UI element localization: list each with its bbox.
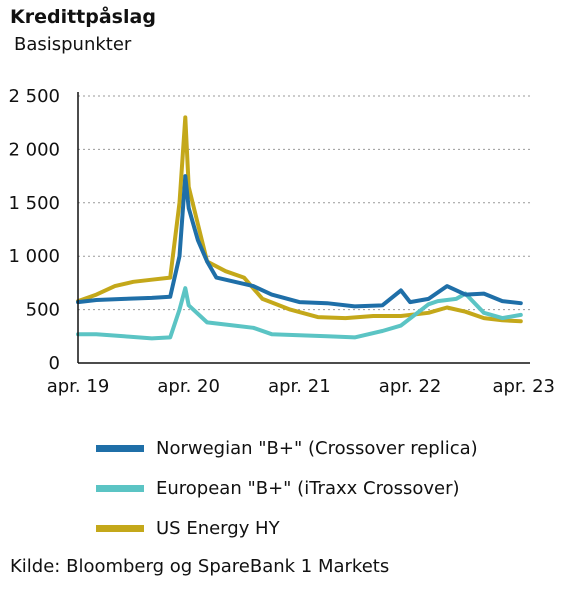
legend-item-us-energy: US Energy HY (96, 508, 478, 548)
series-line-0 (76, 174, 523, 309)
y-tick-label: 2 500 (8, 86, 60, 107)
x-tick-label: apr. 20 (157, 376, 220, 397)
x-axis-ticks: apr. 19 apr. 20 apr. 21 apr. 22 apr. 23 (47, 376, 555, 397)
x-tick-label: apr. 23 (492, 376, 555, 397)
legend-item-norwegian: Norwegian "B+" (Crossover replica) (96, 428, 478, 468)
legend-swatch-european (96, 484, 144, 492)
y-tick-label: 2 000 (8, 139, 60, 160)
y-axis-ticks: 0 500 1 000 1 500 2 000 2 500 (8, 86, 60, 374)
series-lines (76, 115, 523, 341)
legend-label-norwegian: Norwegian "B+" (Crossover replica) (156, 437, 478, 459)
legend-swatch-norwegian (96, 444, 144, 452)
legend-item-european: European "B+" (iTraxx Crossover) (96, 468, 478, 508)
y-tick-label: 500 (26, 300, 60, 321)
series-line-1 (76, 286, 523, 341)
x-tick-label: apr. 21 (268, 376, 331, 397)
chart-title: Kredittpåslag (10, 6, 156, 28)
x-tick-label: apr. 19 (47, 376, 110, 397)
legend-label-european: European "B+" (iTraxx Crossover) (156, 477, 460, 499)
source-note: Kilde: Bloomberg og SpareBank 1 Markets (10, 556, 390, 577)
y-tick-label: 1 500 (8, 193, 60, 214)
y-tick-label: 0 (49, 353, 60, 374)
legend-swatch-us-energy (96, 524, 144, 532)
x-tick-label: apr. 22 (379, 376, 442, 397)
legend-label-us-energy: US Energy HY (156, 517, 280, 539)
y-tick-label: 1 000 (8, 246, 60, 267)
series-line-2 (76, 115, 523, 324)
legend: Norwegian "B+" (Crossover replica) Europ… (96, 428, 478, 548)
grid-lines (78, 95, 530, 311)
chart-subtitle: Basispunkter (14, 34, 132, 55)
